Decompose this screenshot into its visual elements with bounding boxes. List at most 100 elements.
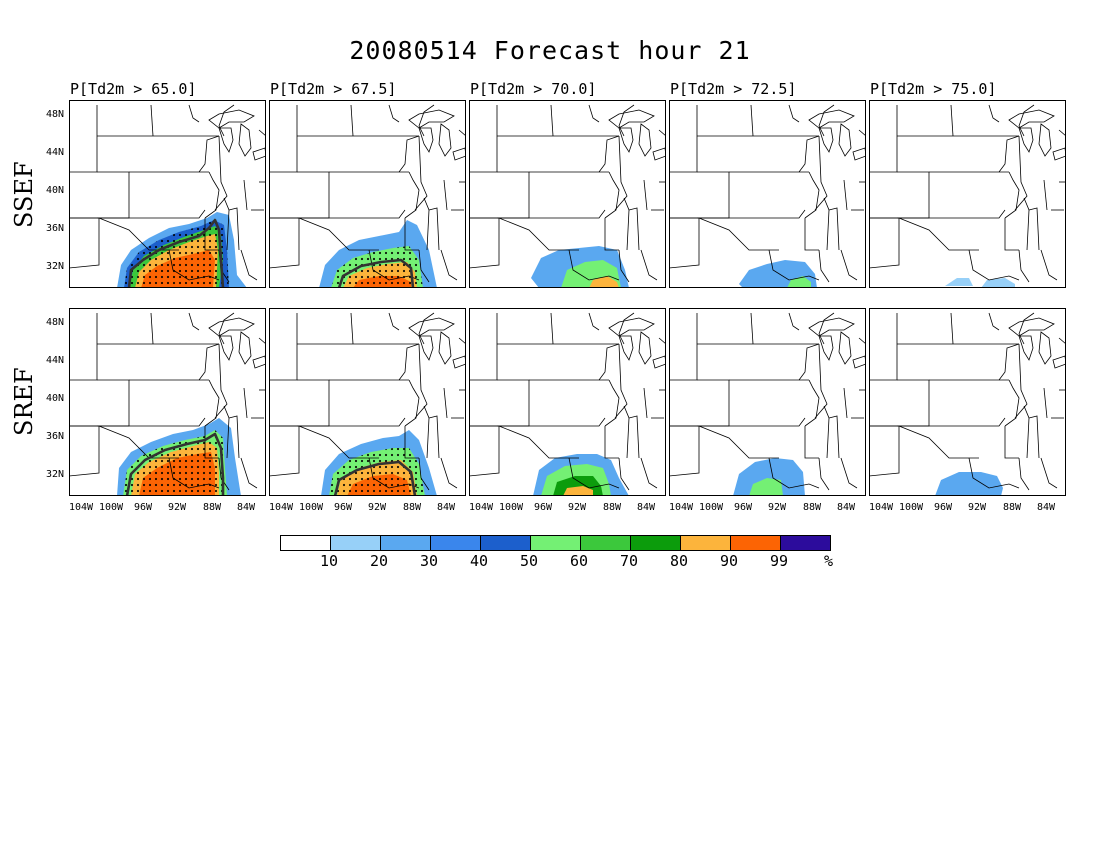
great-lake-outline (208, 109, 255, 129)
state-border (804, 218, 819, 251)
colorbar-tick-label: 30 (420, 552, 439, 570)
state-border (550, 104, 554, 137)
state-border (669, 313, 698, 381)
state-border (497, 209, 606, 219)
state-border (458, 129, 466, 137)
map-panel-sref-67-5 (269, 308, 466, 496)
colorbar-tick-label: 40 (470, 552, 489, 570)
state-border (804, 379, 820, 427)
state-border (669, 425, 700, 477)
state-border (804, 171, 820, 219)
lat-label-44n: 44N (45, 355, 64, 366)
state-border (418, 457, 430, 491)
great-lake-outline (438, 123, 452, 157)
stippling (123, 430, 227, 496)
colorbar-segment (430, 535, 481, 551)
great-lake-outline (808, 109, 855, 129)
state-border (240, 457, 258, 489)
state-border (669, 217, 700, 269)
state-border (697, 417, 806, 427)
map-panel-sref-65 (69, 308, 266, 496)
state-border (658, 337, 666, 345)
state-border (98, 425, 179, 459)
state-border (98, 217, 179, 251)
lon-label: 92W (168, 502, 187, 513)
state-border (1043, 179, 1048, 211)
lon-label: 88W (603, 502, 622, 513)
great-lake-outline (618, 127, 634, 153)
state-border (188, 104, 200, 123)
state-border (640, 457, 658, 489)
state-border (869, 105, 898, 173)
ensemble-contour (337, 258, 415, 288)
lon-label: 100W (299, 502, 324, 513)
state-border (69, 105, 98, 173)
state-border (623, 405, 630, 459)
ensemble-contour (127, 218, 225, 288)
great-lake-outline (1038, 331, 1052, 365)
state-border (898, 217, 979, 251)
panel-frame (669, 100, 866, 288)
state-border (1018, 104, 1035, 137)
state-border (814, 343, 828, 419)
state-border (428, 207, 440, 251)
state-border (869, 217, 900, 269)
state-border (698, 217, 779, 251)
state-border (988, 312, 1000, 331)
column-title-4: P[Td2m > 72.5] (670, 80, 797, 98)
state-border (398, 135, 420, 173)
state-border (443, 387, 448, 419)
state-border (1040, 249, 1058, 281)
probability-fill-2 (981, 278, 1015, 288)
panel-frame (69, 308, 266, 496)
state-border (798, 343, 820, 381)
lon-label: 104W (469, 502, 494, 513)
state-border (604, 379, 620, 427)
colorbar-segment (330, 535, 381, 551)
ensemble-contour (333, 460, 417, 496)
lat-label-44n: 44N (45, 147, 64, 158)
state-border (388, 312, 400, 331)
state-border (950, 312, 954, 345)
lon-label: 100W (99, 502, 124, 513)
state-border (1018, 312, 1035, 345)
state-border (1023, 405, 1030, 459)
colorbar-tick-label: 60 (570, 552, 589, 570)
state-border (1043, 387, 1048, 419)
state-border (818, 249, 830, 283)
column-title-5: P[Td2m > 75.0] (870, 80, 997, 98)
lon-label: 88W (403, 502, 422, 513)
row-label-ssef: SSEF (10, 161, 38, 228)
map-panel-ssef-65 (69, 100, 266, 288)
state-border (297, 417, 406, 427)
lon-label: 100W (499, 502, 524, 513)
colorbar-tick-label: 70 (620, 552, 639, 570)
state-border (243, 179, 248, 211)
state-border (69, 313, 98, 381)
state-border (643, 179, 648, 211)
state-border (469, 313, 498, 381)
lon-label: 104W (869, 502, 894, 513)
state-border (897, 417, 1006, 427)
colorbar-segment (530, 535, 581, 551)
state-border (823, 405, 830, 459)
state-border (604, 426, 619, 459)
map-panel-sref-70 (469, 308, 666, 496)
state-border (818, 312, 835, 345)
great-lake-outline (418, 335, 434, 361)
colorbar-tick-label: 99 (770, 552, 789, 570)
state-border (198, 135, 220, 173)
colorbar-segment (480, 535, 531, 551)
state-border (768, 249, 820, 281)
state-border (950, 104, 954, 137)
great-lake-outline (1038, 123, 1052, 157)
stippling (124, 220, 229, 288)
state-border (404, 171, 420, 219)
panel-frame (69, 100, 266, 288)
great-lake-outline (252, 147, 266, 161)
state-border (788, 104, 800, 123)
state-border (218, 104, 235, 137)
lat-label-32n: 32N (45, 469, 64, 480)
column-title-2: P[Td2m > 67.5] (270, 80, 397, 98)
state-border (404, 379, 420, 427)
